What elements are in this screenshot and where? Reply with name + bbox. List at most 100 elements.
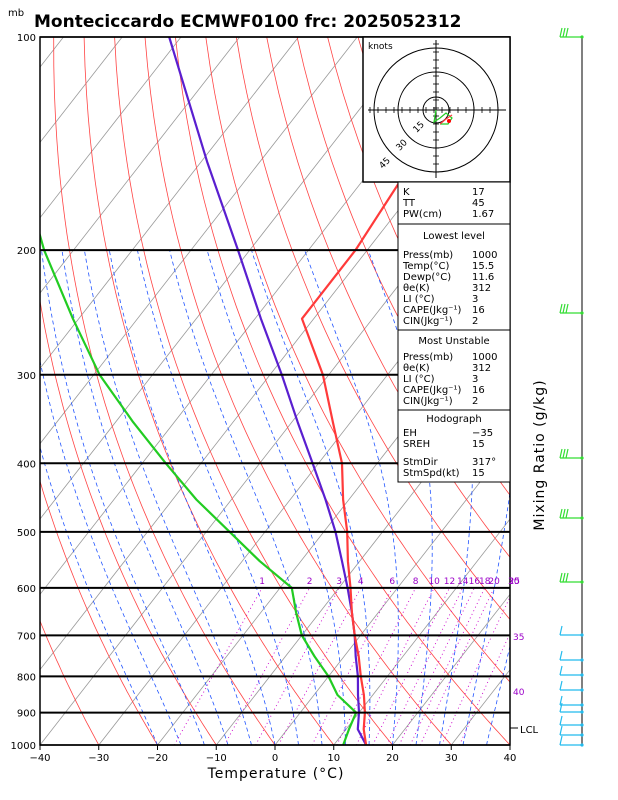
wind-barb-flag [559, 680, 563, 691]
mixing-ratio-line [336, 587, 417, 745]
most-unstable-label: Press(mb) [403, 352, 453, 363]
wind-barb-flag [559, 27, 563, 38]
wind-barb-dot [580, 311, 584, 315]
wind-barb-dot [580, 456, 584, 460]
pressure-unit-label: mb [8, 8, 24, 19]
wind-barb-dot [580, 580, 584, 584]
moist-adiabat [169, 250, 323, 745]
moist-adiabat [40, 445, 158, 745]
most-unstable-value: 3 [472, 374, 478, 385]
isotherm-line [98, 217, 510, 745]
storm-motion-marker [447, 119, 451, 123]
wind-barb-flag [565, 303, 569, 314]
purple-label-30: 30 [508, 577, 520, 587]
moist-adiabat [439, 249, 474, 745]
temperature-tick-label: −10 [206, 753, 227, 764]
dry-adiabat [53, 37, 276, 745]
lowest-level-heading: Lowest level [423, 231, 485, 242]
moist-adiabat [462, 489, 510, 745]
moist-adiabat [251, 249, 371, 745]
dry-adiabat [40, 298, 217, 745]
mixing-ratio-value: 20 [488, 577, 500, 587]
background-lines [40, 37, 618, 745]
wind-barb-flag [565, 27, 569, 38]
hodograph-units: knots [368, 42, 393, 52]
lowest-level-label: CIN(Jkg⁻¹) [403, 316, 453, 327]
dry-adiabat [40, 479, 158, 745]
wind-barb-dot [580, 703, 584, 707]
wind-barb-dot [580, 723, 584, 727]
mixing-ratio-value: 18 [479, 577, 491, 587]
mixing-ratio-value: 10 [428, 577, 440, 587]
purple-label-40: 40 [513, 688, 525, 698]
wind-barb-flag [562, 27, 566, 38]
mixing-ratio-value: 12 [444, 577, 455, 587]
wind-barb-flag [559, 715, 563, 726]
pressure-tick-label: 600 [17, 584, 36, 595]
pressure-tick-label: 700 [17, 631, 36, 642]
lowest-level-value: 3 [472, 294, 478, 305]
hodograph-box-label: StmDir [403, 457, 438, 468]
temperature-tick-label: 20 [386, 753, 399, 764]
mixing-ratio-value: 1 [259, 577, 265, 587]
index-label: K [403, 187, 410, 198]
mixing-ratio-line [174, 587, 263, 745]
index-value: 17 [472, 187, 485, 198]
wind-barb-dot [580, 673, 584, 677]
isotherm-line [274, 443, 510, 745]
most-unstable-label: CIN(Jkg⁻¹) [403, 396, 453, 407]
dry-adiabat [509, 37, 510, 38]
temperature-ticks: −40 −30 −20 −10 0 10 20 30 40 [29, 745, 516, 764]
wind-barb-flag [562, 508, 566, 519]
hodograph-box-label: StmSpd(kt) [403, 468, 460, 479]
dry-adiabat [144, 37, 452, 745]
dry-adiabat [83, 37, 335, 745]
mixing-ratio-value: 6 [389, 577, 395, 587]
wind-barb-dot [580, 733, 584, 737]
hodograph-box-value: 15 [472, 439, 485, 450]
isotherm-line [569, 37, 618, 745]
pressure-tick-label: 300 [17, 371, 36, 382]
wind-barb-flag [559, 625, 563, 636]
wind-barb-flag [559, 448, 563, 459]
isotherm-line [509, 744, 510, 745]
mixing-ratio-line [278, 587, 362, 745]
dry-adiabat [541, 37, 618, 745]
hodograph-box-label: EH [403, 428, 417, 439]
isotherm-line [333, 518, 510, 745]
wind-barb-dot [580, 688, 584, 692]
mixing-ratio-value: 3 [336, 577, 342, 587]
lcl-label: LCL [520, 725, 539, 736]
hodograph-box-value: 317° [472, 457, 496, 468]
wind-barbs [559, 27, 584, 747]
dry-adiabat [114, 37, 393, 745]
mixing-ratio-value: 8 [413, 577, 419, 587]
mixing-ratio-label: Mixing Ratio (g/kg) [532, 379, 548, 530]
dewpoint-profile [40, 231, 358, 745]
most-unstable-label: θe(K) [403, 363, 430, 374]
lowest-level-value: 1000 [472, 250, 497, 261]
wind-barb-flag [559, 650, 563, 661]
temperature-profile [300, 37, 476, 745]
mixing-ratio-value: 2 [307, 577, 313, 587]
lowest-level-label: LI (°C) [403, 294, 435, 305]
moist-adiabat [509, 743, 510, 745]
mixing-ratio-line [409, 587, 486, 745]
temperature-tick-label: 30 [445, 753, 458, 764]
mixing-ratio-line [459, 632, 510, 745]
lowest-level-label: Press(mb) [403, 250, 453, 261]
dry-adiabat [175, 37, 510, 745]
most-unstable-value: 2 [472, 396, 478, 407]
lowest-level-label: Temp(°C) [402, 261, 450, 272]
pressure-tick-label: 500 [17, 528, 36, 539]
wind-barb-flag [559, 725, 563, 736]
wind-barb-dot [580, 743, 584, 747]
wind-barb-flag [562, 303, 566, 314]
mixing-ratio-value: 14 [457, 577, 469, 587]
dry-adiabat [205, 37, 510, 683]
indices-panel: K 17 TT 45 PW(cm) 1.67 Lowest level Press(mb) 10… [397, 181, 520, 587]
wind-barb-flag [559, 303, 563, 314]
dry-adiabat [40, 619, 100, 745]
